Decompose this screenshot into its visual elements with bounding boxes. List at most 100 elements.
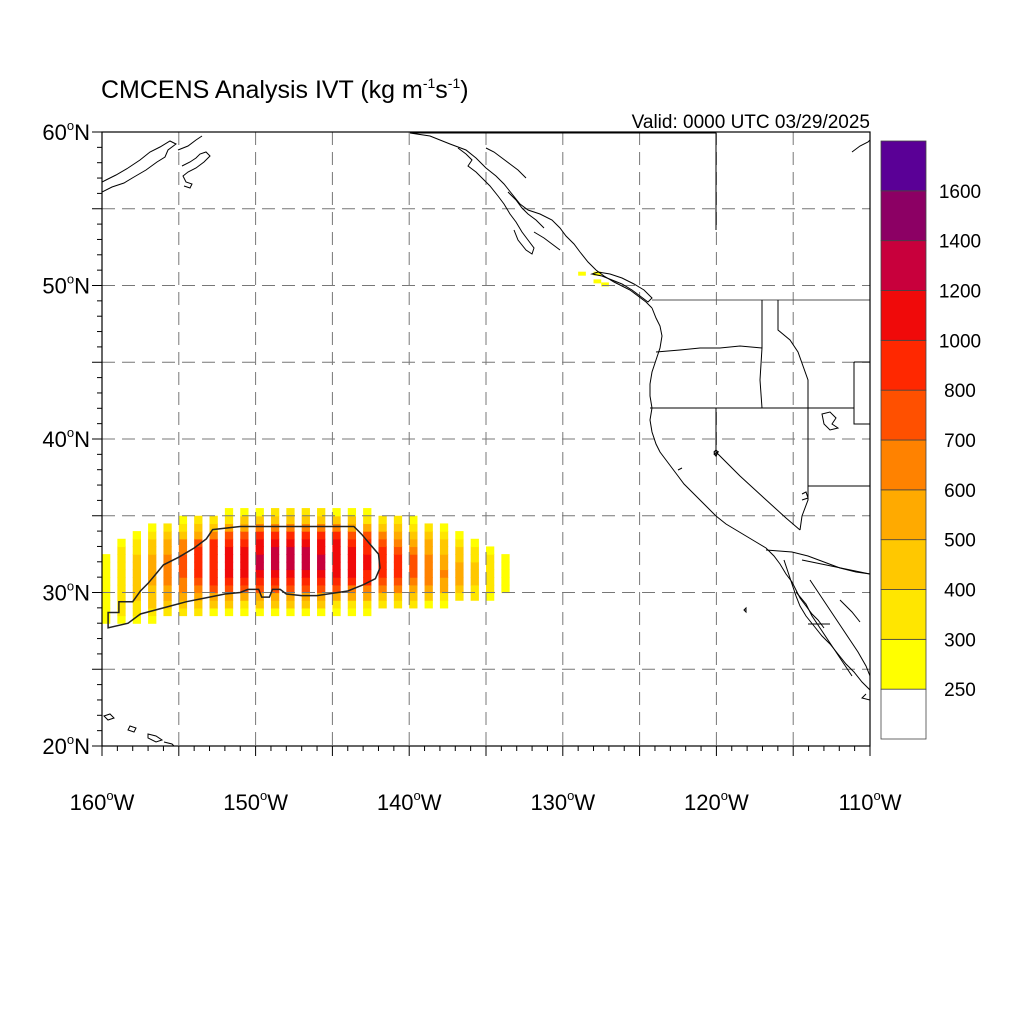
ivt-cell: [270, 546, 280, 555]
ivt-cell: [393, 523, 403, 532]
ivt-cell: [347, 592, 357, 601]
ivt-cell: [439, 561, 449, 571]
ivt-cell: [102, 592, 111, 601]
colorbar-swatch: [880, 290, 927, 341]
ivt-cell: [501, 569, 510, 578]
ivt-cell: [240, 569, 249, 578]
ivt-cell: [178, 607, 188, 617]
ivt-cell: [255, 515, 264, 525]
ivt-cell: [255, 592, 264, 601]
ivt-cell: [409, 600, 418, 609]
colorbar-swatch: [880, 589, 927, 640]
lat-label: 40oN: [42, 425, 90, 452]
ivt-cell: [486, 561, 495, 571]
ivt-cell: [578, 271, 586, 276]
ivt-cell: [439, 538, 449, 548]
colorbar-label: 300: [944, 630, 976, 651]
ivt-cell: [163, 569, 172, 578]
ivt-cell: [240, 515, 249, 525]
ivt-cell: [286, 515, 295, 525]
ivt-cell: [255, 523, 264, 532]
ivt-cell: [501, 554, 510, 563]
ivt-cell: [363, 508, 372, 517]
ivt-cell: [332, 515, 341, 525]
ivt-cell: [286, 546, 295, 555]
ivt-cell: [102, 600, 111, 609]
ivt-cell: [132, 554, 141, 563]
ivt-cell: [270, 531, 280, 540]
ivt-cell: [378, 584, 387, 594]
ivt-cell: [439, 584, 449, 594]
ivt-cell: [240, 523, 249, 532]
gridlines: [102, 132, 870, 746]
ivt-cell: [132, 600, 141, 609]
ivt-cell: [240, 577, 249, 586]
ivt-cell: [194, 531, 203, 540]
ivt-cell: [240, 531, 249, 540]
ivt-500-contour: [107, 525, 381, 629]
ivt-cell: [301, 561, 310, 571]
ivt-cell: [286, 561, 295, 571]
ivt-cell: [409, 584, 418, 594]
ivt-cell: [301, 592, 310, 601]
ivt-cell: [102, 569, 111, 578]
ivt-cell: [117, 554, 126, 563]
ivt-cell: [255, 561, 264, 571]
ivt-cell: [178, 577, 188, 586]
ivt-cell: [132, 531, 141, 540]
ivt-cell: [347, 508, 357, 517]
ivt-cell: [455, 546, 464, 555]
ivt-cell: [178, 561, 188, 571]
ivt-cell: [163, 554, 172, 563]
ivt-cell: [132, 561, 141, 571]
ivt-cell: [270, 515, 280, 525]
ivt-cell: [102, 561, 111, 571]
ivt-cell: [317, 592, 326, 601]
ivt-cell: [332, 584, 341, 594]
ivt-cell: [317, 531, 326, 540]
ivt-cell: [194, 600, 203, 609]
ivt-cell: [209, 554, 218, 563]
ivt-cell: [255, 554, 264, 563]
ivt-cell: [163, 577, 172, 586]
ivt-cell: [178, 592, 188, 601]
ivt-cell: [178, 523, 188, 532]
ivt-cell: [178, 538, 188, 548]
colorbar-swatch: [880, 140, 927, 192]
ivt-cell: [224, 515, 234, 525]
ivt-cell: [148, 607, 157, 617]
ivt-cell: [317, 561, 326, 571]
ivt-cell: [194, 577, 203, 586]
ivt-cell: [424, 561, 433, 571]
ivt-cell: [270, 508, 280, 517]
ivt-cell: [409, 523, 418, 532]
ivt-cell: [378, 538, 387, 548]
ivt-cell: [332, 554, 341, 563]
ivt-cell: [132, 577, 141, 586]
ivt-cell: [455, 592, 464, 601]
ivt-cell: [347, 600, 357, 609]
ivt-cell: [224, 538, 234, 548]
ivt-cell: [439, 531, 449, 540]
ivt-cell: [501, 561, 510, 571]
ivt-cell: [363, 600, 372, 609]
colorbar-swatch: [880, 539, 927, 590]
ivt-cell: [224, 584, 234, 594]
ivt-cell: [332, 592, 341, 601]
ivt-cell: [486, 569, 495, 578]
ivt-cell: [117, 569, 126, 578]
ivt-cell: [332, 561, 341, 571]
ivt-cell: [378, 546, 387, 555]
ivt-cell: [163, 523, 172, 532]
ivt-cell: [132, 615, 141, 624]
ivt-cell: [301, 554, 310, 563]
ivt-cell: [255, 584, 264, 594]
colorbar-swatch: [880, 688, 927, 740]
ivt-cell: [240, 584, 249, 594]
ivt-cell: [194, 523, 203, 532]
ivt-cell: [148, 569, 157, 578]
ivt-cell: [209, 523, 218, 532]
ivt-cell: [363, 584, 372, 594]
ivt-cell: [163, 592, 172, 601]
ivt-cell: [332, 523, 341, 532]
